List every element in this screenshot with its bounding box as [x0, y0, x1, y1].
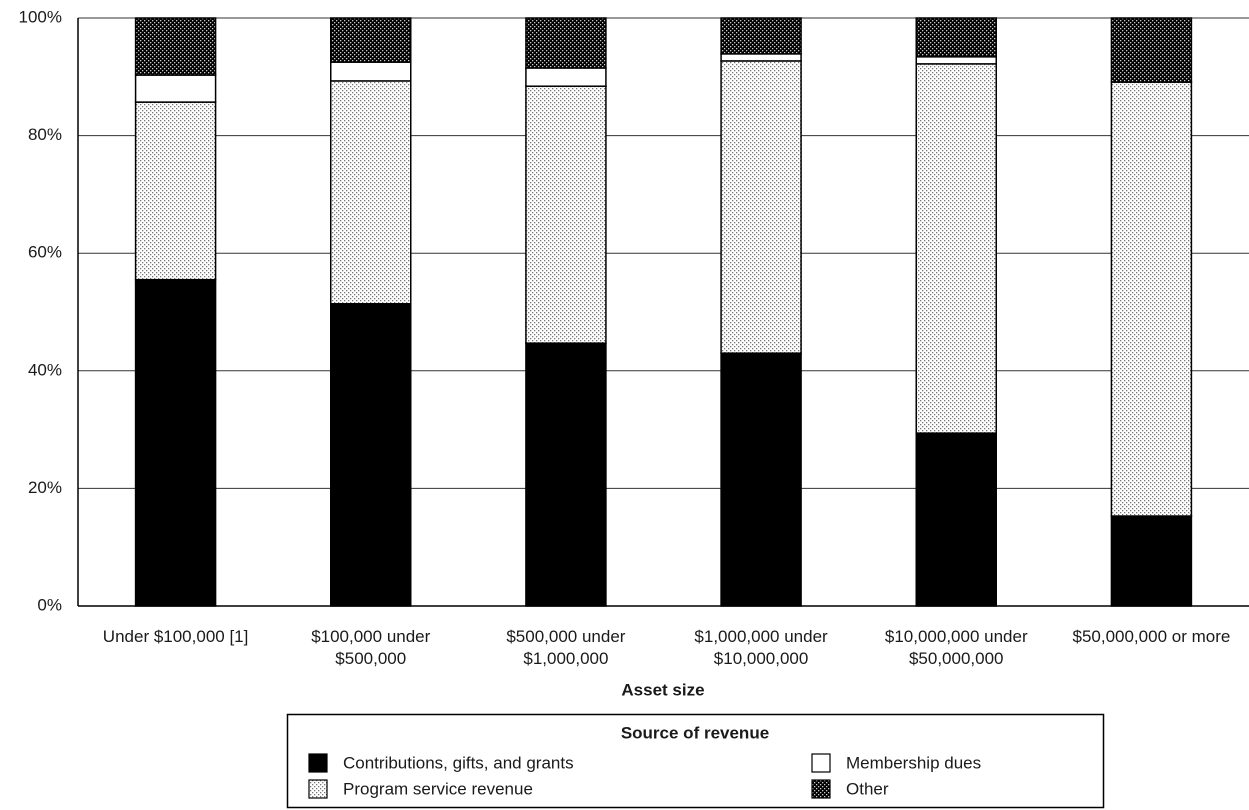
bar-segment — [720, 53, 802, 62]
y-tick-label: 0% — [37, 595, 62, 614]
bar-segment — [330, 80, 412, 305]
bar-segment — [1110, 81, 1193, 517]
bar-segment — [134, 101, 217, 281]
legend-label: Membership dues — [846, 753, 981, 772]
y-tick-label: 20% — [28, 478, 62, 497]
legend-swatch — [308, 753, 328, 773]
bar-segment — [1110, 515, 1193, 607]
bar-segment — [915, 432, 997, 607]
legend-swatch — [308, 779, 328, 799]
x-tick-label: $1,000,000 under $10,000,000 — [694, 627, 828, 668]
legend-swatch — [811, 753, 831, 773]
bar-segment — [915, 17, 997, 58]
bar-segment — [720, 352, 802, 607]
legend-title: Source of revenue — [621, 723, 769, 742]
bar-segment — [720, 17, 802, 55]
bar-segment — [525, 67, 607, 87]
y-tick-label: 60% — [28, 243, 62, 262]
y-tick-label: 100% — [19, 7, 62, 26]
legend-label: Program service revenue — [343, 779, 533, 798]
bar-segment — [1110, 17, 1193, 83]
bar-segment — [525, 342, 607, 607]
x-tick-label: Under $100,000 [1] — [102, 627, 249, 646]
bar-segment — [330, 303, 412, 607]
bar-segment — [330, 61, 412, 82]
y-tick-label: 80% — [28, 125, 62, 144]
x-axis-title: Asset size — [621, 680, 704, 699]
legend-swatch — [811, 779, 831, 799]
y-tick-label: 40% — [28, 360, 62, 379]
bar-segment — [525, 85, 607, 344]
bar-segment — [134, 278, 217, 607]
x-tick-label: $10,000,000 under $50,000,000 — [884, 627, 1028, 668]
x-tick-label: $50,000,000 or more — [1072, 627, 1231, 646]
bar-segment — [134, 74, 217, 103]
legend-label: Contributions, gifts, and grants — [343, 753, 574, 772]
bar-segment — [720, 60, 802, 354]
legend-label: Other — [846, 779, 889, 798]
x-tick-label: $500,000 under $1,000,000 — [506, 627, 626, 668]
bar-segment — [915, 63, 997, 434]
bar-segment — [915, 56, 997, 65]
bar-segment — [525, 17, 607, 69]
x-tick-label: $100,000 under $500,000 — [311, 627, 431, 668]
bar-segment — [134, 17, 217, 76]
bar-segment — [330, 17, 412, 63]
legend-box — [286, 713, 1105, 809]
